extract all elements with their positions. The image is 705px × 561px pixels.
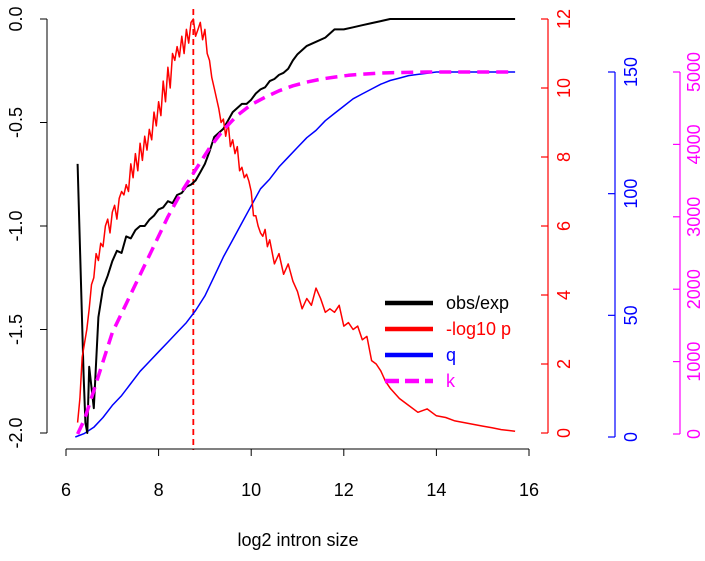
left-tick-label: 0.0 bbox=[6, 6, 26, 31]
x-tick-label: 10 bbox=[241, 480, 261, 500]
series-line-q bbox=[75, 71, 516, 438]
right-tick-label-p: 4 bbox=[554, 290, 574, 300]
left-tick-label: -1.5 bbox=[6, 314, 26, 345]
right-tick-label-q: 0 bbox=[621, 432, 641, 442]
right-tick-label-p: 6 bbox=[554, 221, 574, 231]
series-line-k bbox=[76, 70, 516, 435]
x-tick-label: 8 bbox=[154, 480, 164, 500]
right-tick-label-p: 2 bbox=[554, 359, 574, 369]
left-tick-label: -2.0 bbox=[6, 417, 26, 448]
series-line-obs-exp bbox=[76, 18, 516, 434]
legend-label: obs/exp bbox=[446, 293, 509, 313]
right-tick-label-k: 4000 bbox=[684, 124, 704, 164]
x-tick-label: 14 bbox=[426, 480, 446, 500]
right-tick-label-p: 8 bbox=[554, 152, 574, 162]
legend: obs/exp -log10 p qk bbox=[385, 293, 511, 391]
right-tick-label-p: 12 bbox=[554, 9, 574, 29]
right-tick-label-q: 50 bbox=[621, 305, 641, 325]
legend-label: k bbox=[446, 371, 456, 391]
left-tick-label: -1.0 bbox=[6, 210, 26, 241]
right-tick-label-q: 150 bbox=[621, 57, 641, 87]
right-tick-label-k: 0 bbox=[684, 429, 704, 439]
right-tick-label-p: 0 bbox=[554, 428, 574, 438]
axes: 6 8 10 12 14 16 0.0 -0.5 -1.0 -1.5 -2.0 0 2 4 6 8 10 12 0 5… bbox=[6, 6, 704, 500]
right-tick-label-k: 2000 bbox=[684, 269, 704, 309]
legend-label: -log10 p bbox=[446, 319, 511, 339]
right-tick-label-k: 5000 bbox=[684, 52, 704, 92]
right-tick-label-k: 1000 bbox=[684, 342, 704, 382]
x-tick-label: 12 bbox=[334, 480, 354, 500]
x-tick-label: 16 bbox=[519, 480, 539, 500]
right-tick-label-p: 10 bbox=[554, 78, 574, 98]
legend-label: q bbox=[446, 345, 456, 365]
right-tick-label-q: 100 bbox=[621, 179, 641, 209]
left-tick-label: -0.5 bbox=[6, 107, 26, 138]
x-tick-label: 6 bbox=[61, 480, 71, 500]
plot-area bbox=[75, 9, 516, 450]
series-line-log10-p bbox=[76, 18, 516, 433]
right-tick-label-k: 3000 bbox=[684, 197, 704, 237]
x-axis-label: log2 intron size bbox=[237, 530, 358, 550]
